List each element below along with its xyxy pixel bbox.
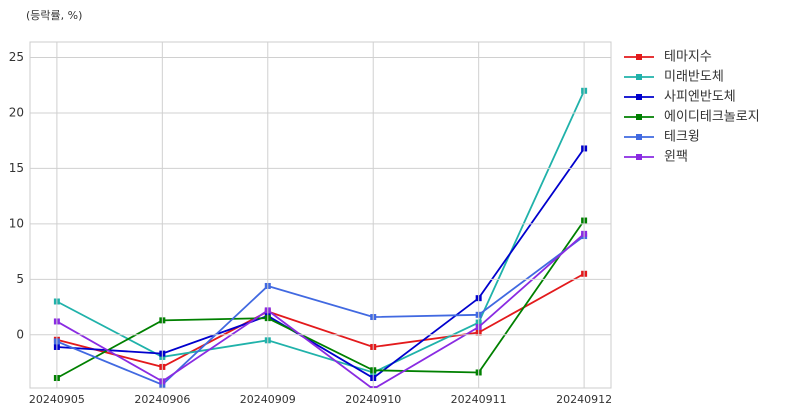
legend-marker [636,54,642,60]
legend-label: 윈팩 [664,150,688,165]
x-tick-label: 20240910 [345,393,401,406]
legend-marker [636,94,642,100]
y-tick-label: 20 [9,105,24,119]
plot-area [29,41,612,389]
series-line [56,235,585,386]
series-line [56,220,585,379]
x-tick-label: 20240905 [29,393,85,406]
y-tick-label: 0 [16,327,24,341]
series-line [56,90,585,374]
legend-label: 테마지수 [664,50,712,65]
x-tick-label: 20240906 [134,393,190,406]
series-line [56,272,585,368]
legend-marker [636,154,642,160]
legend-label: 테크윙 [664,129,700,145]
chart-title: (등락률, %) [26,9,82,22]
x-tick-label: 20240911 [451,393,507,406]
series-line [56,147,585,380]
y-tick-label: 15 [9,161,24,175]
legend-marker [636,74,642,80]
legend-marker [636,114,642,120]
x-tick-label: 20240909 [240,393,296,406]
legend-marker [636,134,642,140]
y-tick-label: 25 [9,50,24,64]
legend-label: 에이디테크놀로지 [664,110,760,125]
legend-label: 미래반도체 [664,70,724,85]
legend-label: 사피엔반도체 [664,90,736,105]
y-tick-label: 10 [9,216,24,230]
x-tick-label: 20240912 [556,393,612,406]
y-tick-label: 5 [16,272,24,286]
series-line [56,233,585,388]
